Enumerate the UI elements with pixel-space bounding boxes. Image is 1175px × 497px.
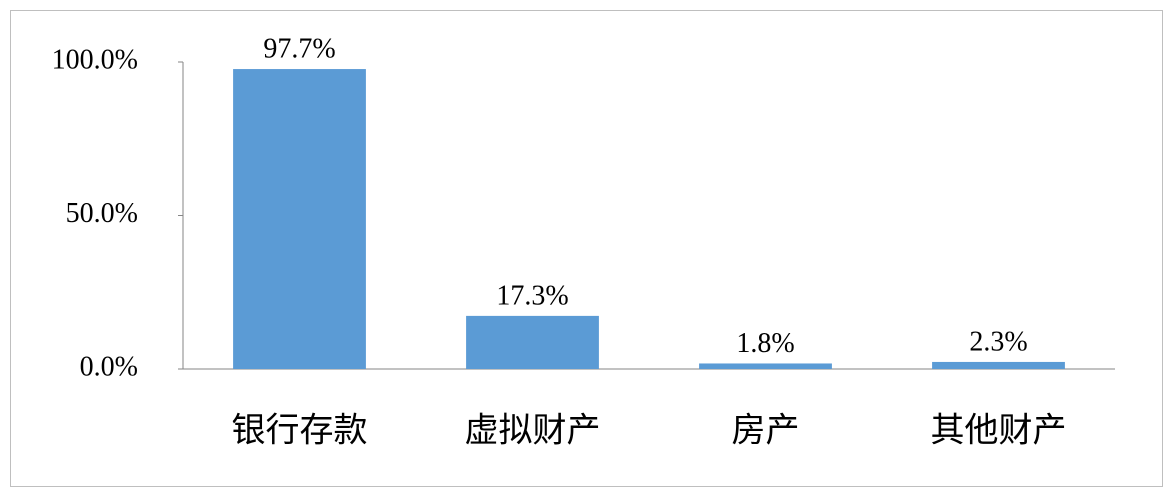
value-label: 2.3% [969, 326, 1027, 357]
x-tick-label: 虚拟财产 [465, 411, 601, 451]
y-tick-label: 0.0% [80, 351, 138, 382]
value-label: 97.7% [263, 33, 335, 64]
y-tick-label: 50.0% [66, 198, 138, 229]
bar [233, 69, 366, 369]
x-tick-label: 房产 [732, 411, 800, 451]
x-tick-label: 其他财产 [931, 411, 1067, 451]
y-tick-label: 100.0% [52, 44, 138, 75]
bar [699, 363, 832, 369]
value-label: 17.3% [496, 280, 568, 311]
value-label: 1.8% [736, 328, 794, 359]
bar [466, 315, 599, 369]
bar [932, 361, 1065, 369]
x-tick-label: 银行存款 [232, 411, 368, 451]
chart-border [10, 10, 1163, 487]
